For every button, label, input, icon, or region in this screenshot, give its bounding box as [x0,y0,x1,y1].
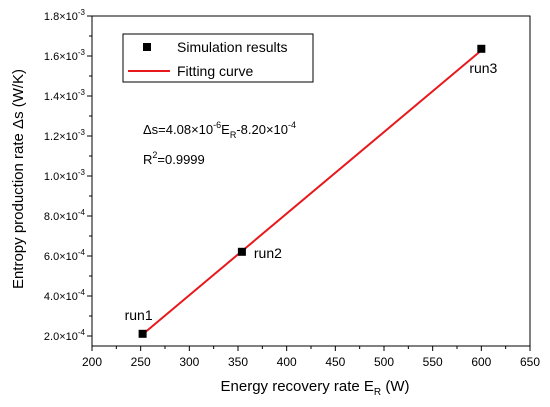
y-axis-title: Entropy production rate Δs (W/K) [10,69,27,289]
point-label-run3: run3 [469,60,497,76]
fit-equation: Δs=4.08×10-6ER-8.20×10-4 [143,120,296,140]
legend-box [122,33,314,83]
y-tick-label-4: 1.0×10-3 [44,168,86,183]
x-tick-label-500: 500 [374,355,394,369]
point-label-run2: run2 [254,245,282,261]
x-tick-label-450: 450 [325,355,345,369]
y-tick-label-7: 1.6×10-3 [44,48,86,63]
r-squared: R2=0.9999 [143,150,205,167]
legend-label-simulation: Simulation results [177,39,288,55]
x-tick-label-200: 200 [82,355,102,369]
point-label-run1: run1 [125,307,153,323]
x-tick-label-350: 350 [228,355,248,369]
legend-marker-simulation [143,43,151,51]
tick-marks: 200 250 300 350 400 450 500 550 600 650 2.0×10-4 4.… [44,8,540,369]
y-tick-label-0: 2.0×10-4 [44,328,86,343]
y-tick-label-8: 1.8×10-3 [44,8,86,23]
fit-line [141,49,482,336]
x-tick-label-650: 650 [520,355,540,369]
y-tick-label-6: 1.4×10-3 [44,88,86,103]
x-tick-label-300: 300 [179,355,199,369]
legend-label-fitting: Fitting curve [177,63,253,79]
legend: Simulation results Fitting curve [122,33,314,83]
fit-line-group [141,49,482,336]
x-axis-title: Energy recovery rate ER (W) [221,378,410,398]
data-point-run3 [477,44,486,53]
x-tick-label-250: 250 [131,355,151,369]
y-tick-label-3: 8.0×10-4 [44,208,86,223]
y-tick-label-5: 1.2×10-3 [44,128,86,143]
x-tick-label-400: 400 [277,355,297,369]
x-tick-label-600: 600 [471,355,491,369]
x-tick-label-550: 550 [423,355,443,369]
data-point-run2 [237,247,246,256]
data-points [138,44,486,338]
y-tick-label-1: 4.0×10-4 [44,288,86,303]
y-tick-label-2: 6.0×10-4 [44,248,86,263]
data-point-run1 [138,329,147,338]
point-labels: run1 run2 run3 [125,60,498,323]
